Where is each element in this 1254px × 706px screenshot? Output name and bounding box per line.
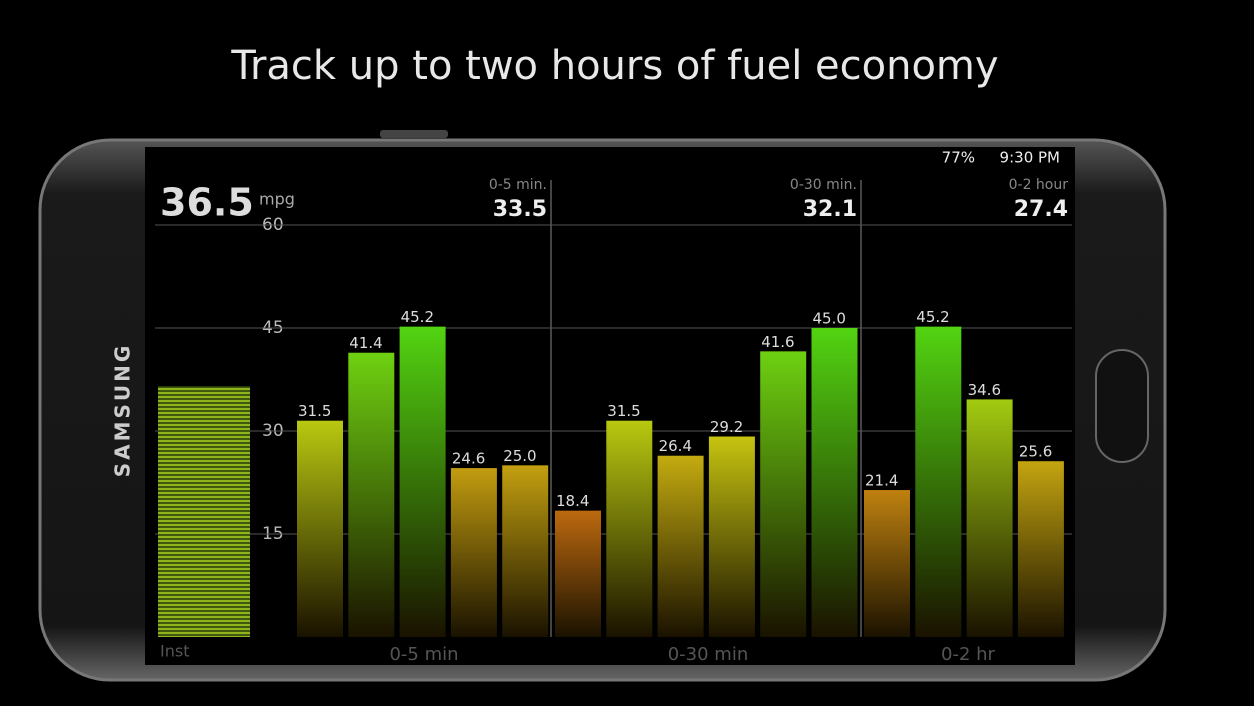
bar-value-label: 25.0 [503,447,536,465]
bar [451,468,497,637]
bar [864,490,910,637]
bar-value-label: 25.6 [1019,443,1052,461]
bar [502,465,548,637]
group-header: 0-5 min. [489,177,547,193]
bar [348,353,394,637]
headline: Track up to two hours of fuel economy [230,43,998,89]
group-label: 0-5 min [389,644,458,665]
group-average: 33.5 [493,197,547,222]
bar [760,351,806,637]
bar-value-label: 26.4 [659,437,692,455]
group-header: 0-30 min. [790,177,857,193]
phone-button [380,130,448,138]
instant-value: 36.5 [160,181,254,225]
bar-value-label: 41.6 [761,333,794,351]
bar [709,436,755,637]
screenshot: Track up to two hours of fuel economy SA… [0,0,1254,706]
bar [555,511,601,637]
bar-value-label: 31.5 [298,402,331,420]
bar [967,399,1013,637]
status-battery: 77% [942,149,975,167]
brand: SAMSUNG [111,343,135,478]
group-average: 27.4 [1014,197,1068,222]
bar-value-label: 45.2 [916,308,949,326]
bar [915,327,961,637]
instant-label: Inst [160,642,189,661]
bar-value-label: 31.5 [607,402,640,420]
home-button [1096,350,1148,462]
page: Track up to two hours of fuel economy SA… [0,0,1254,706]
instant-bar [158,386,250,637]
bar [658,456,704,637]
group-average: 32.1 [803,197,857,222]
bar-value-label: 45.0 [813,310,846,328]
bar-value-label: 24.6 [452,450,485,468]
bar [812,328,858,637]
bar-value-label: 41.4 [349,334,382,352]
group-header: 0-2 hour [1009,177,1069,193]
bar-value-label: 34.6 [968,381,1001,399]
instant-unit: mpg [259,190,295,209]
group-label: 0-30 min [668,644,749,665]
bar-value-label: 45.2 [401,308,434,326]
bar-value-label: 18.4 [556,492,589,510]
bar [400,327,446,637]
status-time: 9:30 PM [1000,149,1060,167]
bar [606,421,652,637]
bar-value-label: 21.4 [865,472,898,490]
bar-value-label: 29.2 [710,418,743,436]
bar [1018,461,1064,637]
group-label: 0-2 hr [941,644,996,665]
bar [297,421,343,637]
